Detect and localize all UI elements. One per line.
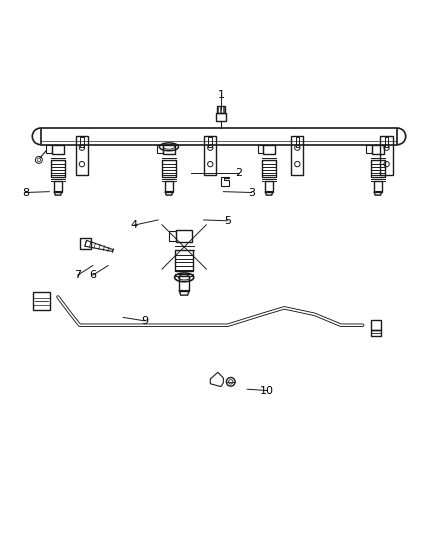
- Bar: [204, 136, 216, 175]
- Bar: [176, 230, 192, 242]
- Bar: [54, 181, 62, 192]
- Bar: [80, 137, 84, 147]
- Bar: [169, 231, 176, 241]
- Bar: [46, 146, 52, 154]
- Bar: [162, 160, 176, 177]
- Text: 10: 10: [260, 385, 274, 395]
- Text: 1: 1: [218, 90, 225, 100]
- Text: 5: 5: [224, 216, 231, 226]
- Text: 2: 2: [235, 168, 242, 178]
- Text: 4: 4: [131, 220, 138, 230]
- Bar: [291, 136, 304, 175]
- Bar: [175, 250, 193, 271]
- Bar: [179, 277, 189, 290]
- Bar: [216, 113, 226, 120]
- Text: 9: 9: [141, 316, 148, 326]
- Bar: [262, 160, 276, 177]
- Text: 8: 8: [22, 188, 29, 198]
- Bar: [265, 181, 273, 192]
- Bar: [371, 144, 384, 154]
- Bar: [80, 238, 91, 249]
- Bar: [371, 330, 381, 336]
- Bar: [41, 128, 397, 144]
- Bar: [374, 181, 381, 192]
- Bar: [208, 137, 212, 147]
- Bar: [33, 292, 49, 310]
- Bar: [51, 160, 65, 177]
- Bar: [366, 146, 371, 154]
- Bar: [371, 160, 385, 177]
- Bar: [165, 181, 173, 192]
- Bar: [162, 144, 175, 154]
- Text: 7: 7: [74, 270, 81, 280]
- Bar: [258, 146, 263, 154]
- Bar: [296, 137, 299, 147]
- Text: 6: 6: [89, 270, 96, 280]
- Bar: [157, 146, 162, 154]
- Bar: [76, 136, 88, 175]
- Bar: [371, 320, 381, 330]
- Bar: [381, 136, 392, 175]
- Bar: [263, 144, 276, 154]
- Bar: [217, 106, 225, 113]
- Bar: [52, 144, 64, 154]
- Text: 3: 3: [248, 188, 255, 198]
- Bar: [385, 137, 389, 147]
